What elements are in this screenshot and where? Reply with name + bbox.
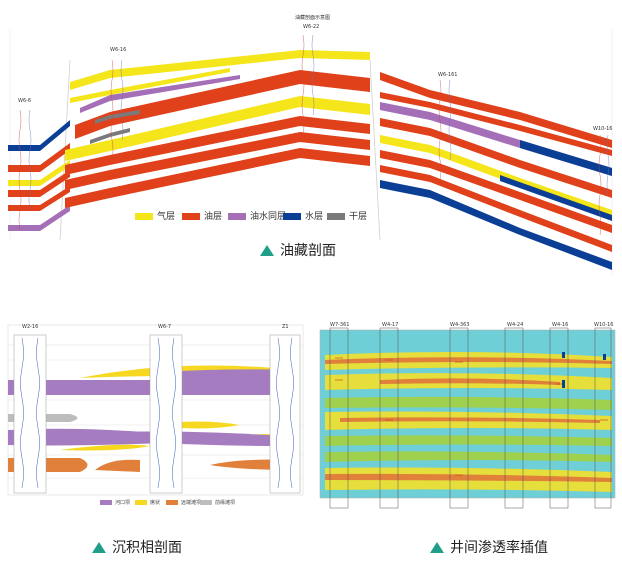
well-label: W4-24 [507,322,524,328]
facies-well-logs [20,337,294,489]
well-label: W6-16 [110,47,127,53]
well-label: W6-22 [303,24,320,30]
legend-swatch [327,213,345,220]
gas-layer [70,68,230,103]
oil-layer [65,148,370,208]
legend-swatch [228,213,246,220]
water-layer [8,120,70,151]
triangle-icon [92,542,106,553]
mouth-bar-facies [100,431,280,446]
legend-swatch [283,213,301,220]
legend-front-bar: 前缘滩坝 [200,499,235,506]
water-layer [520,140,612,176]
oil-layer [380,92,612,156]
well-label: W4-17 [382,322,399,328]
mouth-bar-facies [160,369,295,380]
water-layer [380,180,612,270]
oil-layer [8,186,70,211]
well-logs [28,34,610,211]
facies-section [7,324,304,496]
gas-layer [65,96,370,161]
caption-reservoir: 油藏剖面 [260,240,336,260]
legend-oil: 油层 [182,209,222,222]
legend-oil-water: 油水同层 [228,209,286,222]
well-label: W6-6 [18,98,32,104]
oil-layer [8,170,70,197]
well-label: Z1 [282,324,289,330]
gas-layer [380,135,612,220]
oil-layer [65,132,370,190]
well-label: W10-16 [593,126,613,132]
distal-bar-facies [95,459,140,472]
legend-distal-bar: 远端滩坝 [166,499,201,506]
well-label: W6-7 [158,324,172,330]
well-label: W4-363 [450,322,470,328]
perm-well-columns [329,327,612,509]
triangle-icon [260,245,274,256]
section-title: 油藏剖面示意图 [295,15,331,21]
well-label: W7-361 [330,322,350,328]
legend-swatch [182,213,200,220]
triangle-icon [430,542,444,553]
perm-water-markers [562,352,606,388]
legend-gas: 气层 [135,209,175,222]
oil-layer [380,150,612,233]
oil-layer [380,118,612,198]
permeability-section [319,327,616,509]
fault-line [369,59,381,241]
water-layer [500,175,612,221]
legend-swatch [135,213,153,220]
oil-layer [380,72,612,148]
well-label: W10-16 [594,322,614,328]
well-logs [18,34,602,236]
legend-swatch [135,500,147,505]
dry-layer [95,110,140,124]
legend-swatch [200,500,212,505]
oil-water-layer [80,75,240,113]
facies-well-columns [13,334,301,494]
sheet-facies [60,444,150,451]
oil-layer [380,165,612,252]
reservoir-section [8,30,613,275]
gas-layer [70,50,370,90]
legend-sheet: 席状 [135,499,160,506]
well-label: W4-16 [552,322,569,328]
caption-facies: 沉积相剖面 [92,537,182,557]
oil-layer [8,143,70,172]
legend-swatch [100,500,112,505]
oil-layer [65,116,370,175]
caption-permeability: 井间渗透率插值 [430,537,548,557]
oil-layer [75,70,370,139]
legend-dry: 干层 [327,209,367,222]
dry-layer [90,128,130,144]
gas-layer [8,160,70,186]
well-label: W2-16 [22,324,39,330]
perm-well-markers [335,357,608,476]
legend-mouth-bar: 河口坝 [100,499,130,506]
oil-water-layer [8,205,70,231]
well-label: W6-161 [438,72,458,78]
legend-water: 水层 [283,209,323,222]
legend-swatch [166,500,178,505]
perm-bands [325,351,612,492]
